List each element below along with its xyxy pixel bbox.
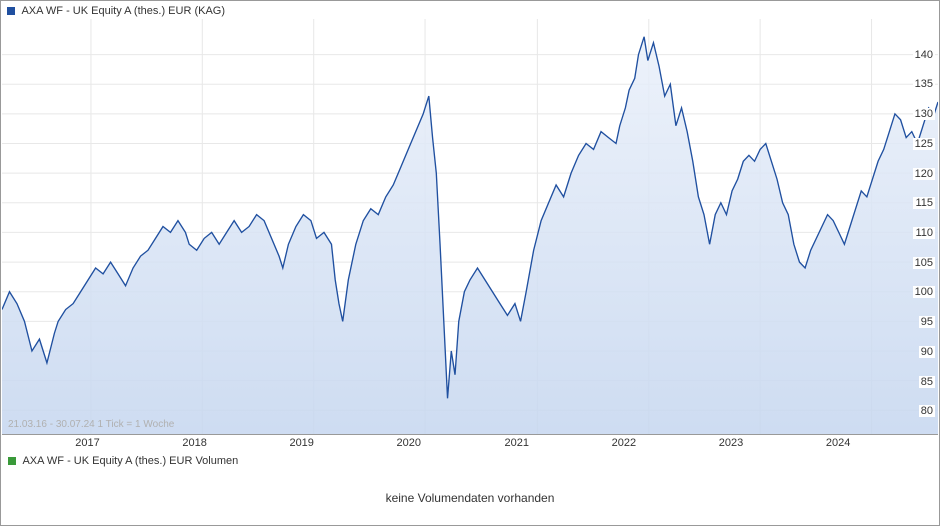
y-tick-label: 135: [913, 78, 935, 90]
y-tick-label: 110: [913, 227, 935, 239]
y-tick-label: 85: [919, 376, 935, 388]
x-tick-label: 2020: [397, 437, 421, 449]
y-tick-label: 140: [913, 49, 935, 61]
volume-legend: AXA WF - UK Equity A (thes.) EUR Volumen: [8, 455, 238, 467]
price-legend-marker: [7, 7, 15, 15]
y-tick-label: 100: [913, 286, 935, 298]
y-tick-label: 80: [919, 405, 935, 417]
volume-legend-marker: [8, 457, 16, 465]
chart-container: AXA WF - UK Equity A (thes.) EUR (KAG) 2…: [0, 0, 940, 526]
x-axis-labels: 2017 2018 2019 2020 2021 2022 2023 2024: [1, 435, 939, 451]
price-chart-svg: [2, 19, 938, 434]
x-tick-label: 2018: [182, 437, 206, 449]
x-tick-label: 2017: [75, 437, 99, 449]
x-tick-label: 2024: [826, 437, 850, 449]
y-tick-label: 90: [919, 346, 935, 358]
x-tick-label: 2023: [719, 437, 743, 449]
y-axis-labels: 80 85 90 95 100 105 110 115 120 125 130 135 140: [905, 19, 935, 435]
volume-legend-label: AXA WF - UK Equity A (thes.) EUR Volumen: [22, 455, 238, 467]
y-tick-label: 125: [913, 138, 935, 150]
y-tick-label: 95: [919, 316, 935, 328]
y-tick-label: 105: [913, 257, 935, 269]
price-legend-label: AXA WF - UK Equity A (thes.) EUR (KAG): [21, 5, 225, 17]
y-tick-label: 120: [913, 168, 935, 180]
x-tick-label: 2019: [289, 437, 313, 449]
volume-section: AXA WF - UK Equity A (thes.) EUR Volumen…: [2, 453, 938, 524]
price-legend: AXA WF - UK Equity A (thes.) EUR (KAG): [7, 5, 225, 17]
x-tick-label: 2022: [612, 437, 636, 449]
y-tick-label: 115: [913, 197, 935, 209]
price-chart-area[interactable]: 21.03.16 - 30.07.24 1 Tick = 1 Woche: [2, 19, 938, 435]
date-range-label: 21.03.16 - 30.07.24 1 Tick = 1 Woche: [8, 419, 174, 430]
y-tick-label: 130: [913, 108, 935, 120]
x-tick-label: 2021: [505, 437, 529, 449]
no-volume-text: keine Volumendaten vorhanden: [2, 491, 938, 505]
